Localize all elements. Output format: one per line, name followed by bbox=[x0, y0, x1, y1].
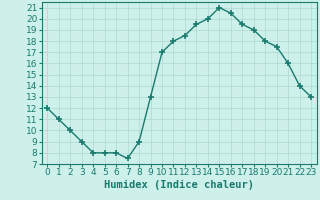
X-axis label: Humidex (Indice chaleur): Humidex (Indice chaleur) bbox=[104, 180, 254, 190]
